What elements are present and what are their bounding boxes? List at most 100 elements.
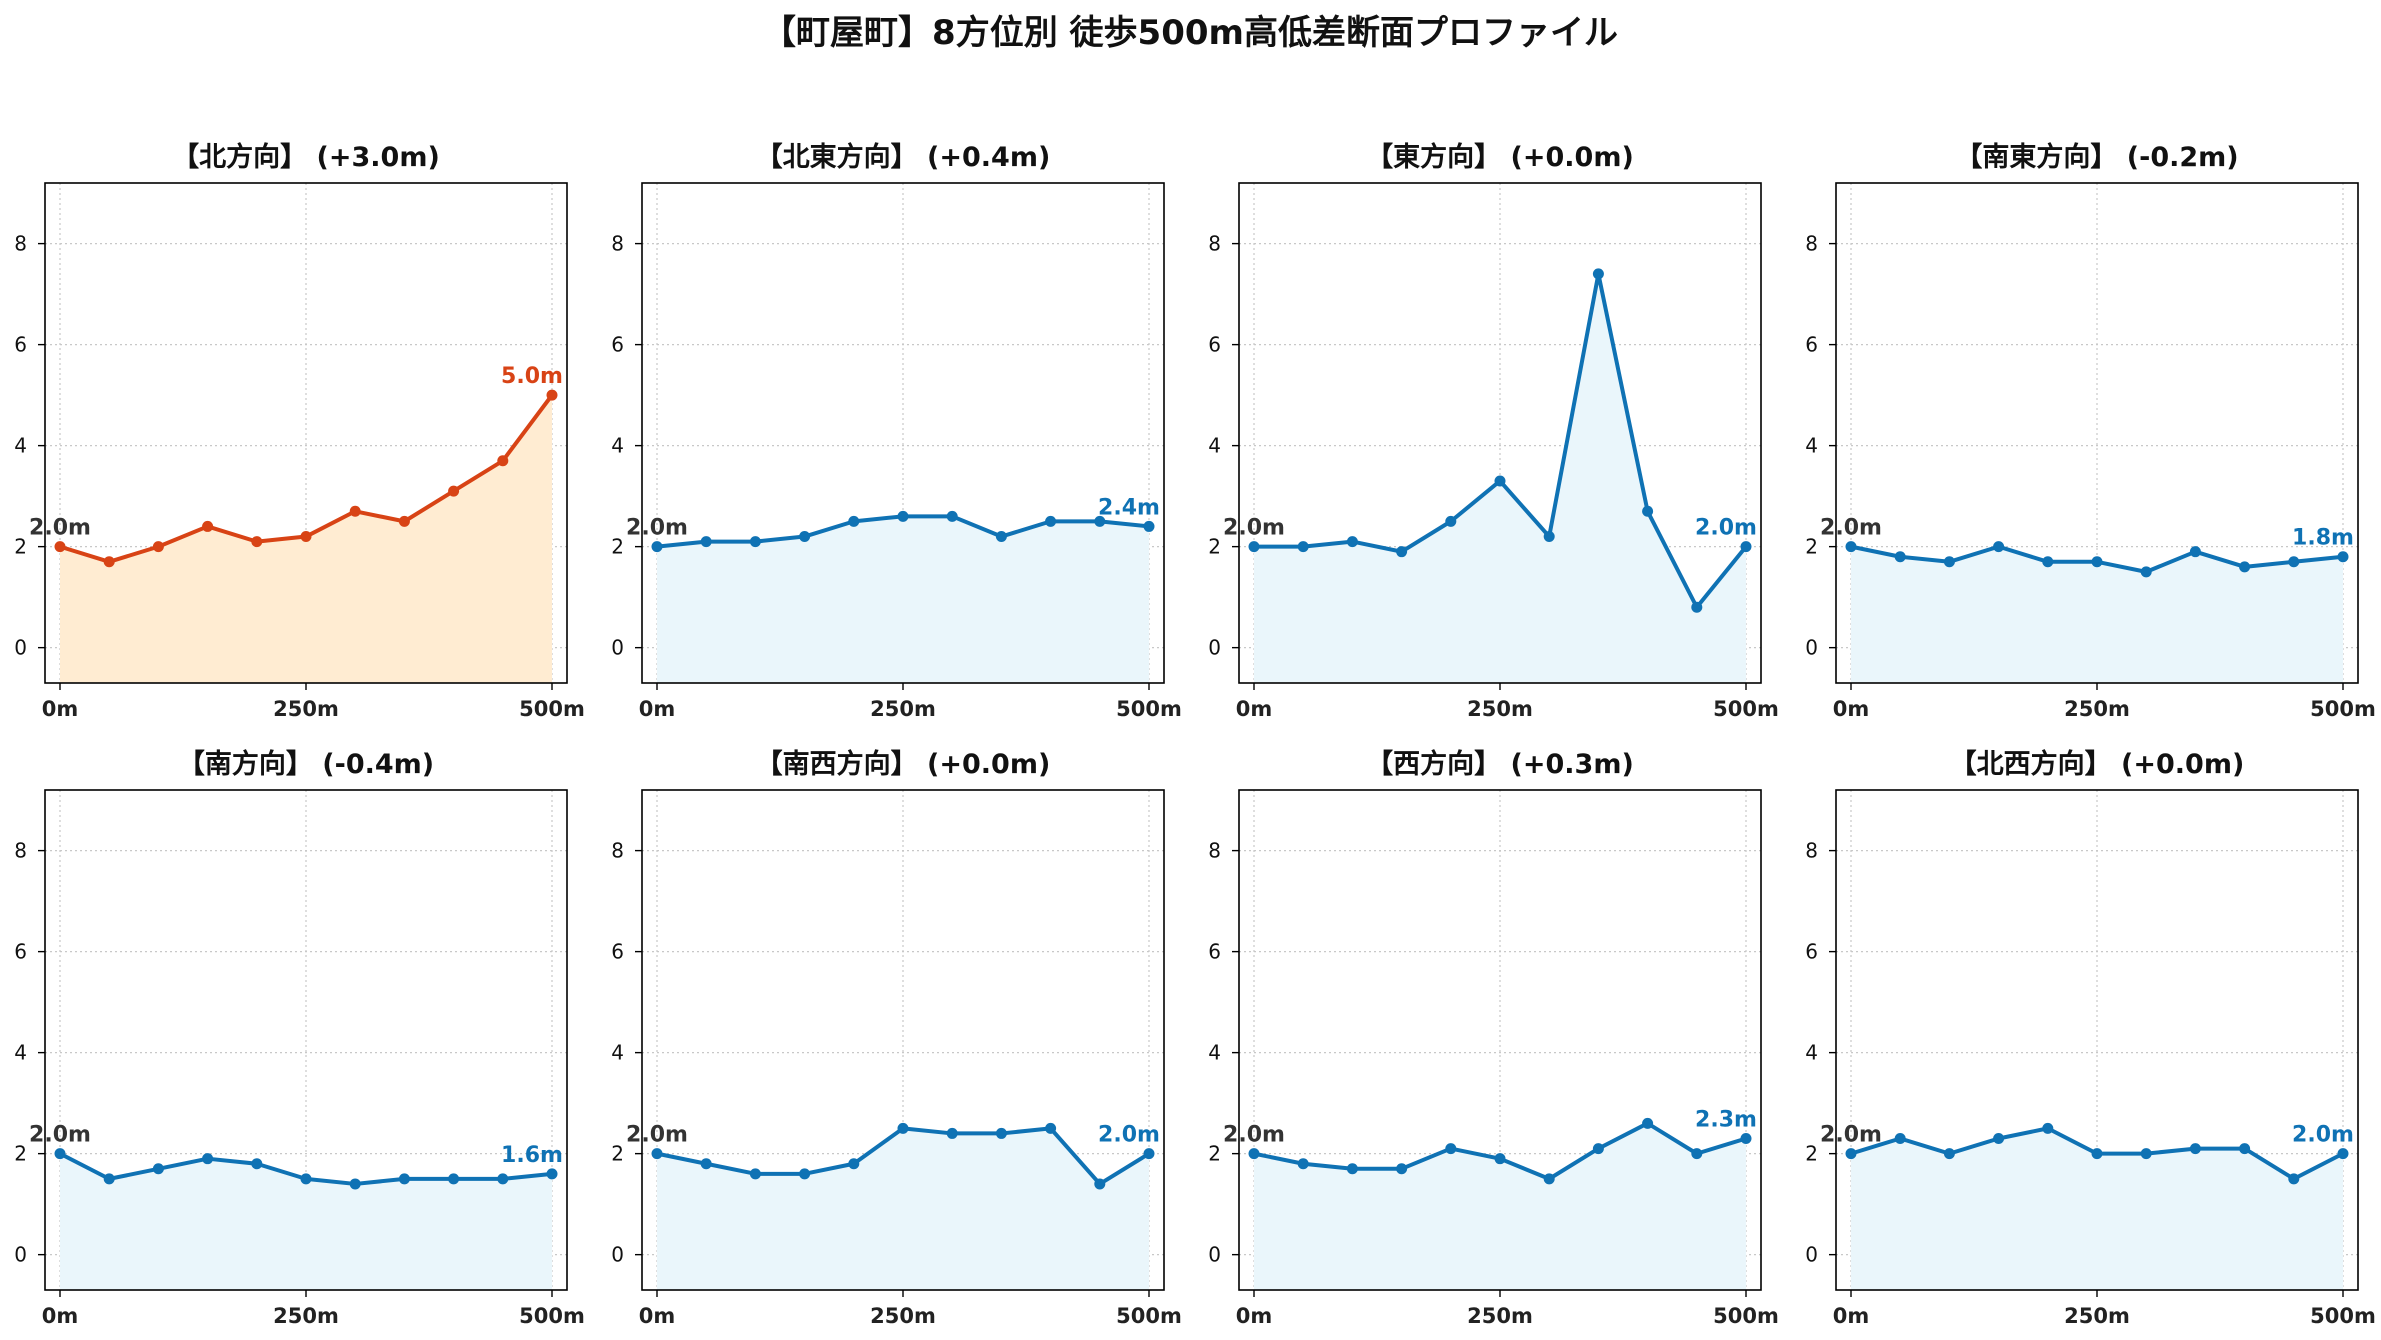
x-tick-label: 250m (2064, 697, 2130, 721)
x-tick-label: 0m (42, 697, 79, 721)
end-value-label: 2.3m (1695, 1107, 1757, 1132)
y-tick-label: 2 (611, 1142, 624, 1166)
x-tick-label: 500m (1713, 1304, 1779, 1328)
data-point (1248, 1148, 1260, 1160)
data-point (202, 520, 214, 532)
panel-title: 【北東方向】 (+0.4m) (756, 141, 1051, 173)
y-tick-label: 8 (611, 839, 624, 863)
x-tick-label: 500m (2310, 697, 2376, 721)
data-point (1143, 1148, 1155, 1160)
area-fill (657, 1128, 1149, 1290)
data-point (995, 1127, 1007, 1139)
data-point (2288, 556, 2300, 568)
x-tick-label: 0m (639, 697, 676, 721)
data-point (1943, 1148, 1955, 1160)
start-value-label: 2.0m (1223, 1123, 1285, 1148)
x-tick-label: 500m (519, 1304, 585, 1328)
start-value-label: 2.0m (1820, 516, 1882, 541)
data-point (251, 536, 263, 548)
y-tick-label: 2 (1208, 1142, 1221, 1166)
data-point (749, 536, 761, 548)
data-point (2091, 556, 2103, 568)
data-point (497, 1173, 509, 1185)
data-point (897, 1122, 909, 1134)
y-tick-label: 4 (1208, 434, 1221, 458)
start-value-label: 2.0m (626, 516, 688, 541)
data-point (799, 1168, 811, 1180)
y-tick-label: 8 (1805, 232, 1818, 256)
data-point (448, 485, 460, 497)
data-point (202, 1153, 214, 1165)
y-tick-label: 6 (611, 333, 624, 357)
data-point (2239, 1143, 2251, 1155)
y-tick-label: 4 (611, 434, 624, 458)
data-point (1297, 541, 1309, 553)
data-point (1045, 515, 1057, 527)
area-fill (657, 516, 1149, 683)
y-tick-label: 8 (1805, 839, 1818, 863)
data-point (300, 1173, 312, 1185)
y-tick-label: 0 (611, 1243, 624, 1267)
panel-title: 【北西方向】 (+0.0m) (1950, 748, 2245, 780)
y-tick-label: 4 (1208, 1041, 1221, 1065)
end-value-label: 2.0m (2292, 1123, 2354, 1148)
x-tick-label: 500m (1116, 1304, 1182, 1328)
x-tick-label: 250m (870, 1304, 936, 1328)
data-point (2288, 1173, 2300, 1185)
panel-5: 【南西方向】 (+0.0m) 0 2 4 6 8 0m 250m 500m 2.0m 2.0m (611, 748, 1182, 1328)
y-tick-label: 6 (611, 940, 624, 964)
data-point (651, 541, 663, 553)
area-fill (1851, 546, 2343, 683)
panel-1: 【北東方向】 (+0.4m) 0 2 4 6 8 0m 250m 500m 2.0m 2.4m (611, 141, 1182, 721)
end-value-label: 5.0m (501, 364, 563, 389)
data-point (2140, 566, 2152, 578)
end-value-label: 2.0m (1098, 1123, 1160, 1148)
data-point (1592, 268, 1604, 280)
data-point (2042, 1122, 2054, 1134)
x-tick-label: 500m (1116, 697, 1182, 721)
data-point (497, 455, 509, 467)
y-tick-label: 4 (14, 1041, 27, 1065)
x-tick-label: 500m (2310, 1304, 2376, 1328)
panel-6: 【西方向】 (+0.3m) 0 2 4 6 8 0m 250m 500m 2.0m 2.3m (1208, 748, 1779, 1328)
data-point (251, 1158, 263, 1170)
x-tick-label: 250m (870, 697, 936, 721)
data-point (2239, 561, 2251, 573)
y-tick-label: 2 (1805, 535, 1818, 559)
y-tick-label: 2 (14, 535, 27, 559)
data-point (1894, 551, 1906, 563)
y-tick-label: 2 (1208, 535, 1221, 559)
data-point (152, 541, 164, 553)
y-tick-label: 0 (1208, 1243, 1221, 1267)
data-point (103, 556, 115, 568)
data-point (1445, 1143, 1457, 1155)
x-tick-label: 0m (1236, 697, 1273, 721)
y-tick-label: 8 (14, 232, 27, 256)
panel-4: 【南方向】 (-0.4m) 0 2 4 6 8 0m 250m 500m 2.0m 1.6m (14, 748, 585, 1328)
data-point (349, 1178, 361, 1190)
x-tick-label: 250m (273, 697, 339, 721)
x-tick-label: 0m (1236, 1304, 1273, 1328)
end-value-label: 1.8m (2292, 526, 2354, 551)
data-point (2091, 1148, 2103, 1160)
data-point (2140, 1148, 2152, 1160)
x-tick-label: 250m (1467, 697, 1533, 721)
y-tick-label: 0 (1805, 636, 1818, 660)
data-point (448, 1173, 460, 1185)
y-tick-label: 4 (1805, 1041, 1818, 1065)
data-point (1592, 1143, 1604, 1155)
data-point (1094, 515, 1106, 527)
data-point (946, 510, 958, 522)
panel-title: 【北方向】 (+3.0m) (172, 141, 440, 173)
data-point (1943, 556, 1955, 568)
data-point (700, 1158, 712, 1170)
y-tick-label: 8 (1208, 232, 1221, 256)
data-point (700, 536, 712, 548)
data-point (1045, 1122, 1057, 1134)
data-point (1543, 1173, 1555, 1185)
x-tick-label: 500m (519, 697, 585, 721)
start-value-label: 2.0m (626, 1123, 688, 1148)
data-point (1993, 541, 2005, 553)
data-point (1346, 1163, 1358, 1175)
data-point (1993, 1132, 2005, 1144)
